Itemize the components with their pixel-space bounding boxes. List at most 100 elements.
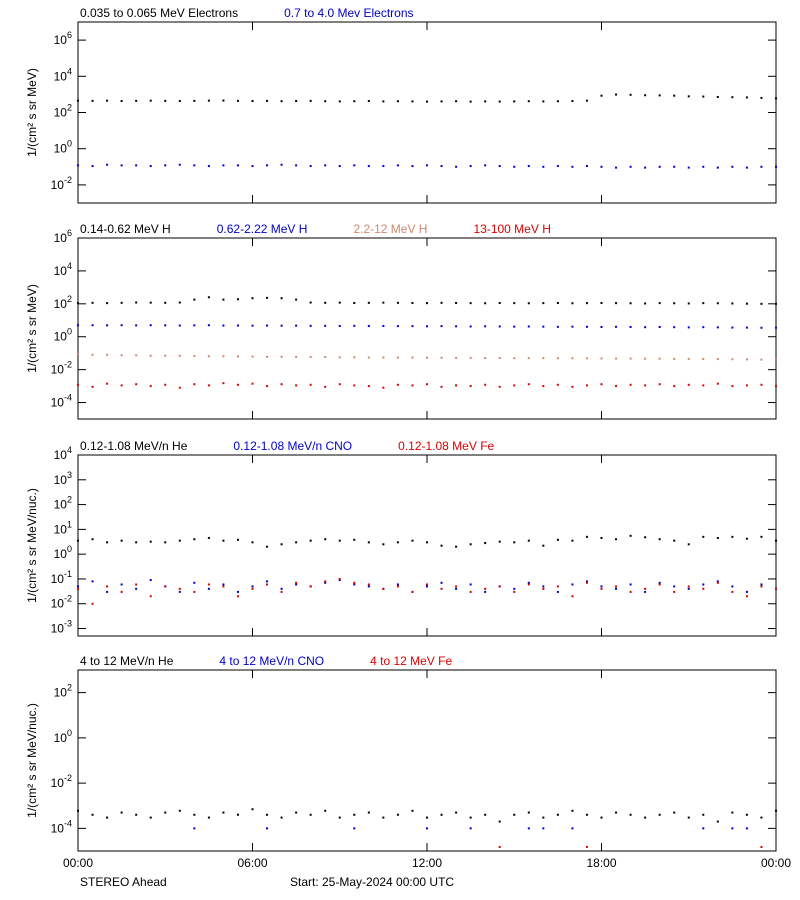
- data-point: [513, 165, 516, 168]
- data-point: [542, 385, 545, 388]
- data-point: [600, 326, 603, 329]
- data-point: [411, 809, 414, 812]
- data-point: [658, 581, 661, 584]
- data-point: [295, 164, 298, 167]
- data-point: [716, 382, 719, 385]
- data-point: [367, 811, 370, 814]
- data-point: [527, 539, 530, 542]
- data-point: [556, 590, 559, 593]
- data-point: [556, 357, 559, 360]
- data-point: [222, 539, 225, 542]
- data-point: [455, 545, 458, 548]
- data-point: [411, 165, 414, 168]
- data-point: [615, 811, 618, 814]
- data-point: [702, 95, 705, 98]
- data-point: [484, 100, 487, 103]
- data-point: [324, 538, 327, 541]
- x-tick-label: 06:00: [237, 856, 267, 870]
- data-point: [324, 385, 327, 388]
- data-point: [775, 97, 777, 100]
- data-point: [295, 581, 298, 584]
- data-point: [673, 385, 676, 388]
- data-point: [353, 164, 356, 167]
- data-point: [556, 813, 559, 816]
- y-tick-base: 10: [54, 473, 68, 487]
- data-point: [629, 357, 632, 360]
- data-point: [731, 385, 734, 388]
- data-point: [513, 100, 516, 103]
- data-point: [149, 540, 152, 543]
- data-point: [629, 590, 632, 593]
- data-point: [760, 96, 763, 99]
- data-point: [600, 165, 603, 168]
- data-point: [658, 165, 661, 168]
- data-point: [178, 539, 181, 542]
- data-point: [367, 541, 370, 544]
- y-axis-label: 1/(cm² s sr MeV): [25, 68, 39, 157]
- data-point: [469, 356, 472, 359]
- data-point: [266, 545, 269, 548]
- data-point: [164, 585, 167, 588]
- data-point: [615, 585, 618, 588]
- data-point: [745, 590, 748, 593]
- y-tick-base: 10: [51, 821, 65, 835]
- data-point: [338, 301, 341, 304]
- data-point: [571, 809, 574, 812]
- data-point: [687, 95, 690, 98]
- y-tick-label: 102: [54, 103, 72, 120]
- data-point: [207, 165, 210, 168]
- data-point: [295, 324, 298, 327]
- footer-center: Start: 25-May-2024 00:00 UTC: [290, 875, 454, 889]
- data-point: [120, 539, 123, 542]
- data-point: [702, 587, 705, 590]
- data-point: [91, 353, 94, 356]
- data-point: [469, 583, 472, 586]
- data-point: [426, 827, 428, 830]
- data-point: [455, 356, 458, 359]
- data-point: [440, 100, 443, 103]
- data-point: [193, 538, 196, 541]
- data-point: [411, 539, 414, 542]
- data-point: [498, 302, 501, 305]
- data-point: [644, 302, 647, 305]
- data-point: [527, 357, 530, 360]
- x-tick-label: 00:00: [63, 856, 93, 870]
- data-point: [338, 100, 341, 103]
- data-point: [149, 354, 152, 357]
- data-point: [469, 827, 472, 830]
- data-point: [600, 816, 603, 819]
- data-point: [702, 535, 705, 538]
- data-point: [775, 165, 777, 168]
- legend-label: 0.12-1.08 MeV/n CNO: [233, 439, 352, 453]
- data-point: [106, 302, 109, 305]
- data-point: [615, 357, 618, 360]
- data-point: [266, 99, 269, 102]
- data-point: [193, 827, 196, 830]
- data-point: [280, 816, 283, 819]
- y-tick-base: 10: [54, 731, 68, 745]
- data-point: [135, 164, 138, 167]
- data-point: [295, 384, 298, 387]
- data-point: [236, 298, 239, 301]
- data-point: [455, 165, 458, 168]
- data-point: [731, 585, 734, 588]
- y-tick-label: 102: [54, 294, 72, 311]
- data-point: [775, 539, 777, 542]
- y-tick-exp: 0: [67, 327, 72, 337]
- data-point: [658, 326, 661, 329]
- data-point: [716, 326, 719, 329]
- data-point: [484, 383, 487, 386]
- data-point: [629, 326, 632, 329]
- data-point: [77, 383, 79, 386]
- data-point: [135, 354, 138, 357]
- data-point: [440, 165, 443, 168]
- y-tick-exp: -4: [64, 393, 72, 403]
- data-point: [77, 809, 79, 812]
- data-point: [164, 354, 167, 357]
- data-point: [615, 538, 618, 541]
- data-point: [236, 355, 239, 358]
- data-point: [687, 816, 690, 819]
- data-point: [760, 535, 763, 538]
- data-point: [600, 302, 603, 305]
- data-point: [673, 539, 676, 542]
